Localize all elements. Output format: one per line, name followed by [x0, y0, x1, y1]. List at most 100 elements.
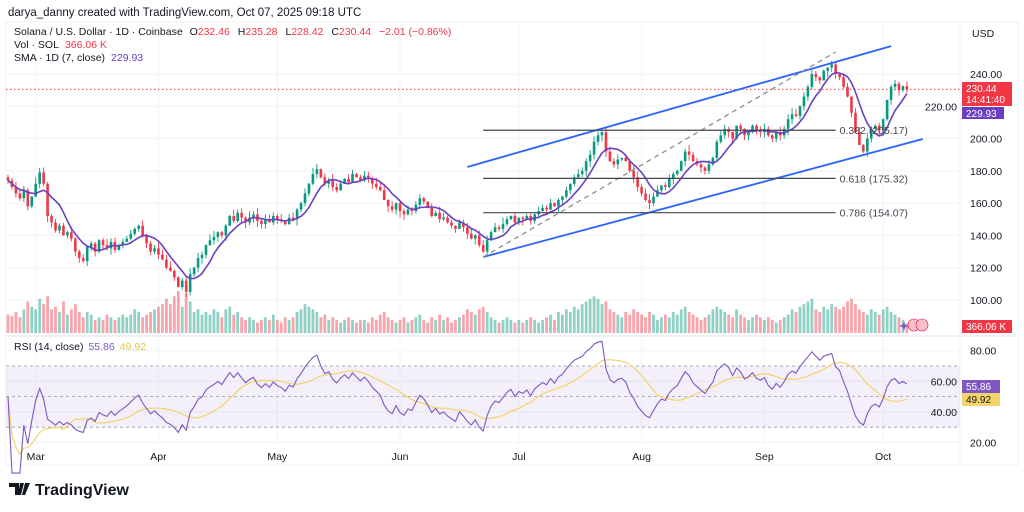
candle-body	[34, 183, 38, 197]
candle-body	[192, 267, 196, 275]
event-flags[interactable]	[899, 318, 929, 332]
time-axis[interactable]: Mar Apr May Jun Jul Aug Sep Oct	[27, 451, 892, 463]
candle	[885, 99, 889, 121]
candle-body	[561, 196, 564, 200]
volume-bar	[465, 309, 469, 333]
candle	[347, 174, 350, 185]
candle-body	[588, 154, 592, 162]
volume-bar	[865, 314, 869, 333]
candle-body	[553, 203, 556, 207]
volume-bar	[683, 306, 687, 333]
candle-body	[866, 138, 869, 152]
volume-bar	[663, 314, 667, 333]
candle-body	[485, 240, 489, 252]
candle-body	[244, 217, 247, 223]
rsi-badge-value: 55.86	[966, 382, 991, 393]
candle	[462, 219, 465, 232]
volume-bar	[826, 309, 830, 333]
volume-bar	[450, 322, 453, 333]
volume-bar	[418, 314, 422, 333]
volume-bar	[667, 317, 671, 333]
price-tick-label: 160.00	[970, 198, 1002, 210]
volume-bar	[212, 309, 216, 333]
candle-body	[612, 161, 616, 165]
candle	[656, 185, 659, 197]
volume-bar	[161, 304, 164, 333]
candle	[759, 126, 762, 138]
price-tick-label: 140.00	[970, 230, 1002, 242]
volume-bar	[271, 314, 275, 333]
candle	[545, 205, 548, 213]
volume-bar	[537, 322, 541, 333]
candle-body	[85, 246, 89, 262]
channel-upper-line[interactable]	[467, 45, 892, 168]
candle-body	[462, 222, 465, 228]
volume-bar	[545, 317, 548, 333]
candle-body	[517, 217, 521, 223]
channel-lower-line[interactable]	[482, 138, 923, 258]
candle	[755, 124, 758, 135]
drawings[interactable]: 0.382 (205.17) 0.618 (175.32) 0.786 (154.0…	[467, 45, 923, 258]
candle	[770, 134, 774, 143]
candle	[632, 165, 635, 184]
volume-bar	[89, 314, 93, 333]
candle-body	[699, 164, 703, 168]
candle-body	[430, 207, 434, 217]
volume-bar	[818, 312, 822, 333]
volume-bar	[252, 319, 255, 333]
time-tick-label: Aug	[632, 451, 651, 463]
candle-body	[386, 199, 390, 207]
volume-bar	[363, 319, 366, 333]
us-flag-event-icon[interactable]	[915, 318, 929, 332]
candle	[22, 186, 26, 202]
volume-bars	[6, 291, 909, 333]
volume-bar	[339, 322, 343, 333]
candle	[814, 70, 818, 82]
candle-body	[66, 232, 69, 236]
candle-body	[723, 128, 727, 136]
volume-badge	[962, 320, 1012, 333]
trend-dashed-line[interactable]	[482, 51, 836, 258]
currency-label[interactable]: USD	[972, 28, 995, 40]
candle	[660, 185, 663, 193]
volume-bar	[422, 319, 426, 333]
volume-bar	[236, 312, 240, 333]
candle	[854, 108, 857, 133]
high-value: 235.28	[245, 26, 277, 38]
candle	[584, 158, 588, 177]
candle	[640, 184, 643, 197]
candle-body	[592, 141, 596, 155]
sparkle-icon	[899, 321, 909, 331]
volume-bar	[501, 319, 505, 333]
volume-bar	[232, 314, 236, 333]
candle-body	[458, 222, 461, 229]
volume-bar	[264, 317, 267, 333]
candle-body	[291, 217, 295, 220]
candle-body	[141, 225, 144, 236]
tradingview-logo[interactable]: TradingView	[9, 482, 130, 499]
price-axis[interactable]: 240.00 220.00 200.00 180.00 160.00 140.00 120.…	[925, 69, 1002, 307]
candle	[806, 84, 810, 101]
volume-bar	[481, 306, 485, 333]
candle-body	[295, 209, 299, 220]
volume-bar	[525, 319, 529, 333]
candle-body	[97, 240, 101, 252]
volume-bar	[691, 314, 695, 333]
candle-body	[624, 157, 628, 162]
candle	[38, 167, 41, 189]
candle-body	[600, 132, 604, 136]
volume-bar	[675, 314, 679, 333]
candle	[85, 246, 89, 267]
candle	[719, 130, 723, 144]
rsi-ma-line	[7, 359, 908, 456]
candle-body	[668, 178, 671, 187]
candle	[774, 131, 778, 143]
volume-bar	[473, 314, 477, 333]
candle-body	[470, 233, 473, 239]
low-label: L	[285, 26, 291, 38]
volume-bar	[612, 312, 616, 333]
rsi-axis[interactable]: 80.00 60.00 40.00 20.00	[931, 346, 997, 450]
candle	[311, 167, 315, 186]
candle	[679, 160, 683, 172]
